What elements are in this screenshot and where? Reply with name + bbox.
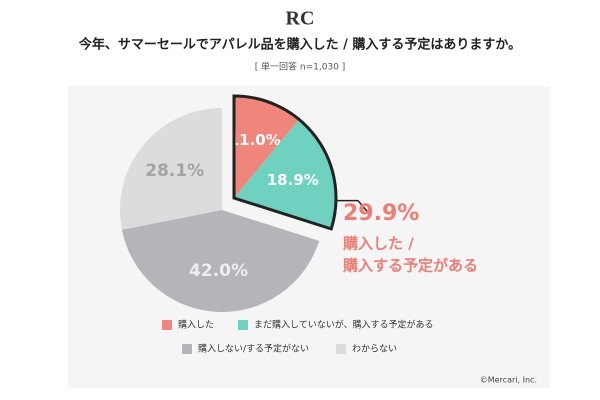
pie-slice — [119, 108, 222, 230]
logo: RC — [286, 8, 315, 30]
annotation-text: 購入する予定がある — [342, 257, 478, 275]
slice-label: 42.0% — [189, 261, 248, 281]
legend-label: わからない — [352, 344, 397, 355]
pie-slice — [234, 96, 300, 198]
slice-label: 28.1% — [145, 161, 204, 181]
chart-title: 今年、サマーセールでアパレル品を購入した / 購入する予定はありますか。 — [78, 37, 521, 53]
subtitle: [ 単一回答 n=1,030 ] — [255, 61, 346, 73]
legend-swatch — [182, 344, 192, 354]
legend-label: まだ購入していないが、購入する予定がある — [254, 319, 434, 331]
highlight-outline — [232, 94, 338, 231]
pie: 11.0% 18.9% 42.0% 28.1% 29.9% 購入した / 購入する予定がある — [119, 94, 478, 313]
slice-label: 18.9% — [267, 171, 319, 189]
legend-swatch — [162, 320, 172, 330]
annotation-leader — [335, 199, 371, 216]
legend-label: 購入した — [178, 319, 214, 331]
annotation-text: 購入した / — [342, 235, 414, 253]
legend-swatch — [336, 344, 346, 354]
slice-label: 11.0% — [229, 131, 281, 149]
pie-slice — [121, 210, 320, 313]
legend-label: 購入しない/する予定がない — [198, 343, 309, 355]
source: ©Mercari, Inc. — [480, 376, 537, 385]
legend-swatch — [238, 320, 248, 330]
pie-slice — [234, 119, 336, 229]
annotation-value: 29.9% — [343, 201, 419, 226]
